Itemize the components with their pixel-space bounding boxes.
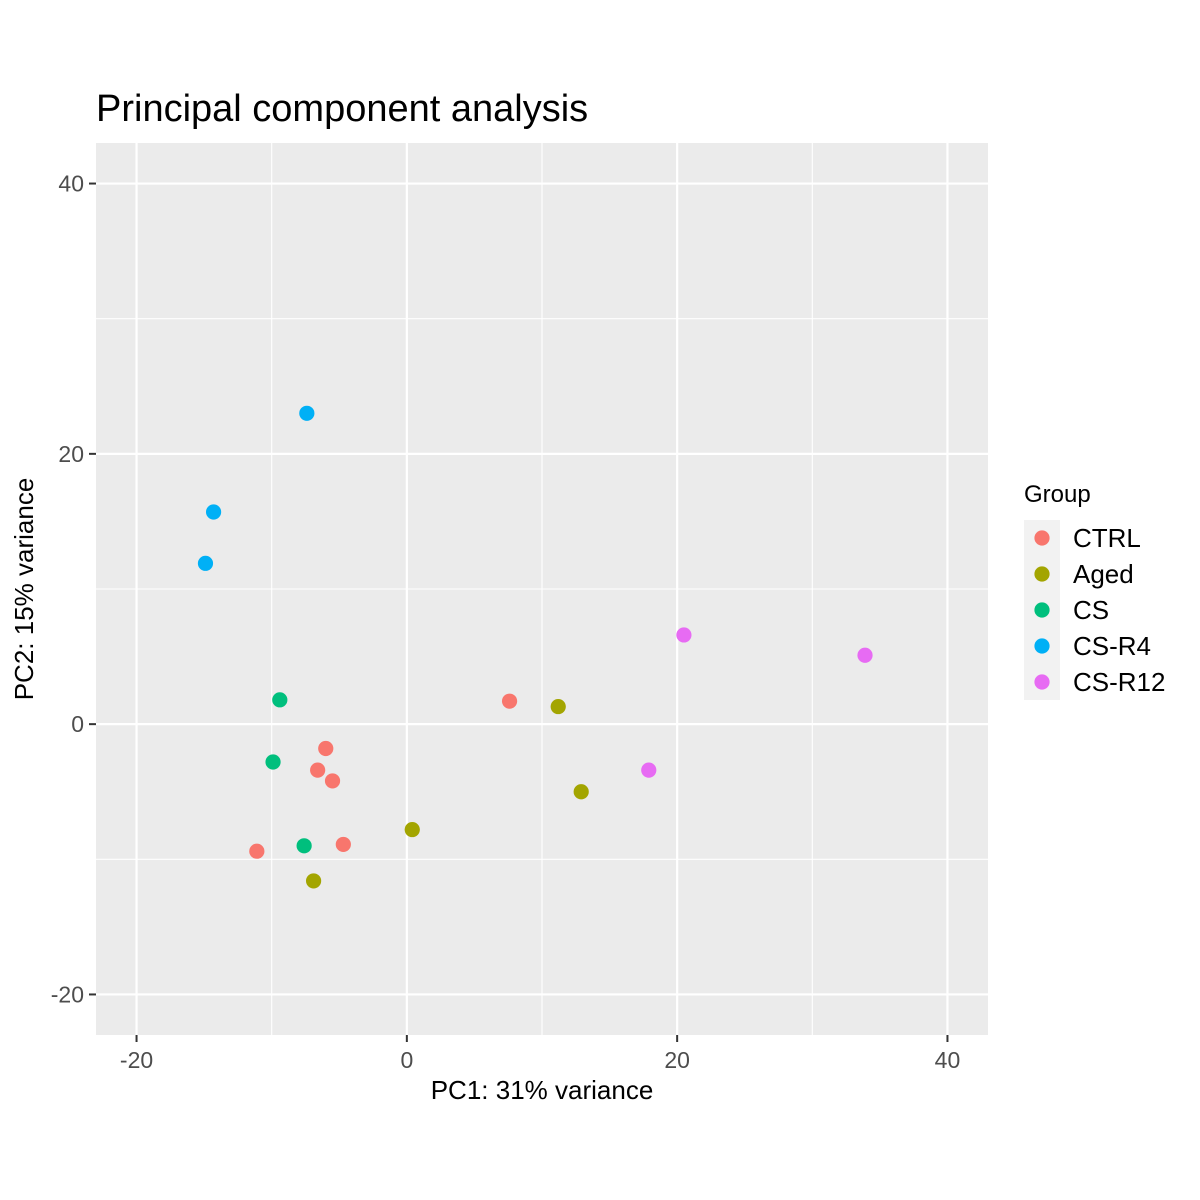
legend-item-cs-r4: CS-R4	[1024, 628, 1151, 664]
major-gridlines	[96, 143, 988, 1035]
y-axis-title: PC2: 15% variance	[9, 478, 39, 701]
data-point-cs-r12	[641, 762, 657, 778]
legend-label-aged: Aged	[1073, 559, 1134, 589]
chart-title: Principal component analysis	[96, 88, 588, 130]
axis-ticks	[89, 182, 949, 1042]
legend-key-cs-r12	[1034, 674, 1050, 690]
data-point-ctrl	[318, 740, 334, 757]
tick-labels: -20 0 20 40 -20 0 20 40	[51, 171, 961, 1073]
y-tick-label: 40	[58, 171, 84, 197]
data-point-aged	[404, 821, 420, 838]
x-tick-label: 40	[935, 1047, 961, 1073]
data-points	[197, 405, 873, 889]
legend-item-ctrl: CTRL	[1024, 520, 1141, 556]
legend-label-cs-r4: CS-R4	[1073, 631, 1151, 661]
legend-label-ctrl: CTRL	[1073, 523, 1141, 553]
legend-item-aged: Aged	[1024, 556, 1134, 592]
data-point-ctrl	[335, 836, 351, 853]
x-axis-title: PC1: 31% variance	[431, 1075, 654, 1105]
legend-label-cs: CS	[1073, 595, 1109, 625]
data-point-cs-r12	[676, 627, 692, 643]
data-point-cs	[272, 692, 288, 708]
y-tick-label: 0	[71, 711, 84, 737]
data-point-cs-r12	[857, 647, 873, 663]
data-point-aged	[305, 873, 322, 889]
legend-key-cs-r4	[1034, 638, 1050, 654]
data-point-cs-r4	[205, 504, 222, 520]
data-point-ctrl	[310, 762, 326, 778]
legend-label-cs-r12: CS-R12	[1073, 667, 1165, 697]
data-point-ctrl	[324, 773, 341, 789]
data-point-ctrl	[501, 693, 518, 709]
legend-key-cs	[1034, 602, 1050, 618]
x-tick-label: 20	[664, 1047, 690, 1073]
x-tick-label: 0	[400, 1047, 413, 1073]
legend-key-ctrl	[1034, 530, 1050, 546]
legend: Group CTRL Aged CS CS-R4 CS-R12	[1024, 481, 1165, 700]
minor-gridlines	[96, 143, 988, 1035]
data-point-cs	[265, 754, 281, 770]
legend-item-cs: CS	[1024, 592, 1109, 628]
x-tick-label: -20	[120, 1047, 153, 1073]
legend-key-aged	[1034, 566, 1050, 582]
legend-item-cs-r12: CS-R12	[1024, 664, 1165, 700]
y-tick-label: 20	[58, 441, 84, 467]
data-point-cs	[296, 838, 312, 854]
data-point-cs-r4	[299, 405, 315, 421]
data-point-aged	[573, 784, 589, 800]
data-point-aged	[550, 698, 566, 715]
data-point-cs-r4	[197, 555, 214, 571]
y-tick-label: -20	[51, 981, 84, 1007]
data-point-ctrl	[249, 843, 265, 859]
legend-title: Group	[1024, 481, 1091, 508]
legend-items: CTRL Aged CS CS-R4 CS-R12	[1024, 520, 1165, 700]
